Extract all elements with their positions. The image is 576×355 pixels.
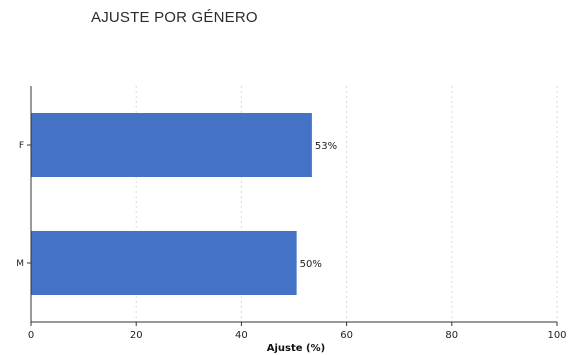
axes bbox=[27, 86, 558, 326]
bar-F bbox=[31, 113, 312, 177]
bars bbox=[31, 113, 312, 295]
x-tick-label-100: 100 bbox=[547, 330, 566, 341]
x-axis-title: Ajuste (%) bbox=[267, 343, 325, 354]
y-tick-label-F: F bbox=[19, 141, 24, 151]
x-tick-label-0: 0 bbox=[28, 330, 34, 341]
labels: 53% F 50% M 0 20 40 60 80 100 Ajuste (%) bbox=[16, 141, 566, 354]
bar-M bbox=[31, 231, 297, 295]
data-label-M: 50% bbox=[300, 259, 322, 270]
y-tick-label-M: M bbox=[16, 259, 24, 269]
x-tick-label-20: 20 bbox=[130, 330, 143, 341]
x-tick-label-60: 60 bbox=[340, 330, 353, 341]
chart-title: AJUSTE POR GÉNERO bbox=[91, 9, 258, 26]
data-label-F: 53% bbox=[315, 141, 337, 152]
x-tick-label-80: 80 bbox=[445, 330, 458, 341]
x-tick-label-40: 40 bbox=[235, 330, 248, 341]
